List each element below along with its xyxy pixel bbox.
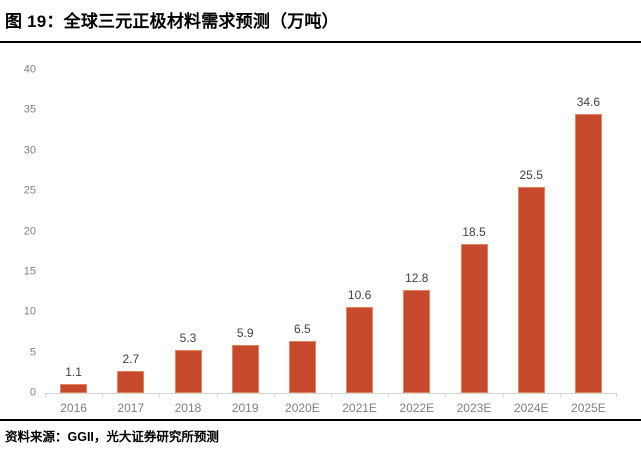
x-axis-tick-mark xyxy=(102,393,103,397)
bar-value-label: 5.3 xyxy=(179,331,197,346)
x-axis-tick-mark xyxy=(616,393,617,397)
x-axis-tick-mark xyxy=(331,393,332,397)
bar-2022E xyxy=(403,289,431,393)
x-axis-label-2016: 2016 xyxy=(60,401,87,415)
x-axis-tick-mark xyxy=(445,393,446,397)
bar-2017 xyxy=(117,371,145,393)
bar-value-label: 34.6 xyxy=(576,94,601,109)
y-axis-tick-label: 20 xyxy=(23,225,36,237)
bar-value-label: 10.6 xyxy=(347,288,372,303)
x-axis-label-2019: 2019 xyxy=(231,401,259,415)
y-axis-tick-label: 25 xyxy=(23,184,36,197)
bar-2025E xyxy=(574,113,602,393)
x-axis-tick-mark xyxy=(217,393,218,397)
x-axis-tick-mark xyxy=(45,393,46,397)
x-axis-label-2024E: 2024E xyxy=(513,401,549,415)
y-axis-tick-label: 10 xyxy=(23,305,36,318)
bar-value-label: 5.9 xyxy=(236,326,254,341)
x-axis-label-2025E: 2025E xyxy=(571,401,606,415)
bar-value-label: 12.8 xyxy=(405,270,429,285)
bar-2018 xyxy=(174,350,202,393)
x-axis-tick-mark xyxy=(388,393,389,397)
y-axis-tick-label: 0 xyxy=(29,386,36,399)
y-axis: 0 5 10 15 20 25 30 35 40 xyxy=(0,64,45,398)
bar-2016 xyxy=(60,384,88,393)
bar-2019 xyxy=(231,345,259,393)
x-axis-label-2020E: 2020E xyxy=(285,401,320,415)
bar-2024E xyxy=(517,187,545,393)
x-axis-label-2021E: 2021E xyxy=(342,401,377,415)
bar-2020E xyxy=(288,340,316,393)
y-axis-tick-label: 5 xyxy=(29,346,36,359)
figure-header: 图 19：全球三元正极材料需求预测（万吨） xyxy=(0,0,641,43)
figure-title: 图 19：全球三元正极材料需求预测（万吨） xyxy=(5,12,339,31)
figure-footer: 资料来源：GGII，光大证券研究所预测 xyxy=(0,419,641,452)
plot-area: 1.1 2016 2.7 2017 5.3 2018 5.9 2019 6.5 2020E 10.6… xyxy=(45,70,617,414)
bar-2021E xyxy=(346,307,374,393)
x-axis-label-2018: 2018 xyxy=(174,401,202,415)
x-axis-label-2017: 2017 xyxy=(117,401,145,415)
x-axis-tick-mark xyxy=(503,393,504,397)
bar-value-label: 25.5 xyxy=(519,168,543,183)
y-axis-tick-label: 40 xyxy=(23,63,36,76)
x-axis-tick-mark xyxy=(560,393,561,397)
x-axis-tick-mark xyxy=(274,393,275,397)
x-axis-label-2023E: 2023E xyxy=(456,401,492,415)
x-axis-label-2022E: 2022E xyxy=(399,401,435,415)
bar-value-label: 1.1 xyxy=(65,365,82,380)
bar-value-label: 2.7 xyxy=(122,352,140,367)
bar-value-label: 18.5 xyxy=(462,224,486,239)
figure-source: 资料来源：GGII，光大证券研究所预测 xyxy=(5,430,219,444)
bar-chart: 0 5 10 15 20 25 30 35 40 1.1 2016 2.7 2017 5.3 2018 5.… xyxy=(0,42,641,422)
y-axis-tick-label: 15 xyxy=(23,265,36,278)
x-axis-tick-mark xyxy=(159,393,160,397)
bar-value-label: 6.5 xyxy=(294,321,311,336)
bar-2023E xyxy=(460,243,488,393)
y-axis-tick-label: 35 xyxy=(23,103,36,116)
y-axis-tick-label: 30 xyxy=(23,144,36,157)
